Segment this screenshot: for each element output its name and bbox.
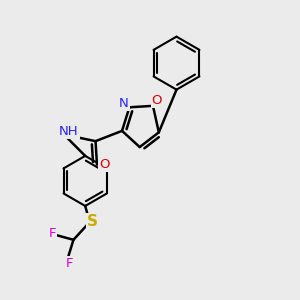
Text: N: N xyxy=(119,97,129,110)
Text: O: O xyxy=(99,158,110,171)
Text: F: F xyxy=(65,257,73,270)
Text: O: O xyxy=(151,94,162,107)
Text: F: F xyxy=(49,227,57,240)
Text: NH: NH xyxy=(59,125,79,138)
Text: S: S xyxy=(86,214,98,229)
